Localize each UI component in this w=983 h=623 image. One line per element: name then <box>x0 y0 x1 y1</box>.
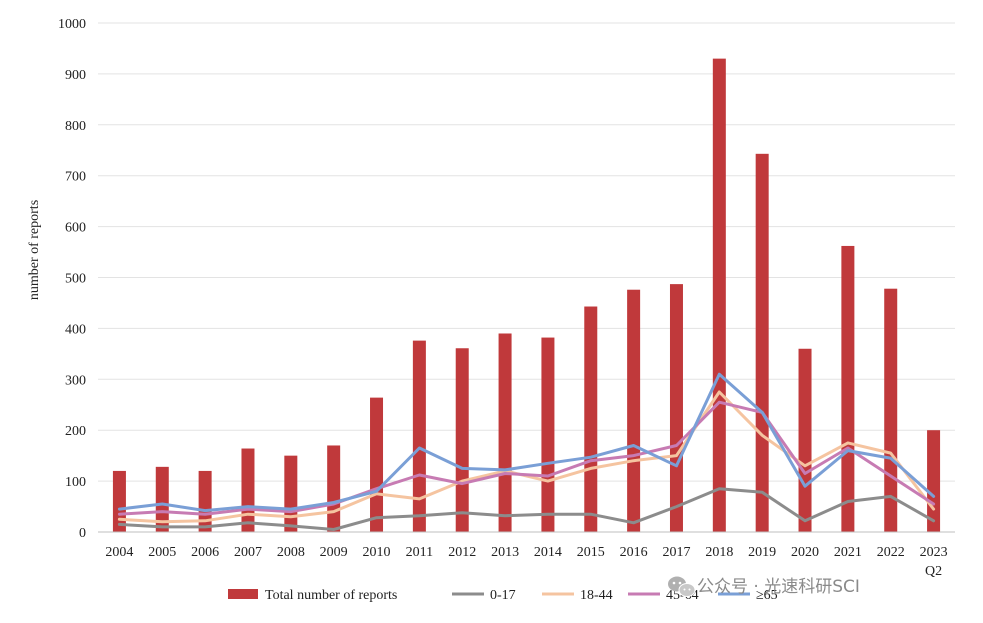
bar-2019 <box>755 153 769 533</box>
bar-2004 <box>112 470 126 532</box>
bar-2016 <box>627 289 641 532</box>
y-tick-label: 800 <box>65 119 86 134</box>
watermark: 公众号 · 光速科研SCI <box>668 576 860 597</box>
y-tick-label: 500 <box>65 272 86 287</box>
bar-2009 <box>327 445 341 532</box>
x-tick-label: 2018 <box>705 545 733 560</box>
legend-label-1: 18-44 <box>580 588 613 603</box>
x-tick-label: 2013 <box>491 545 519 560</box>
y-tick-label: 900 <box>65 68 86 83</box>
x-tick-sublabel: Q2 <box>925 564 942 579</box>
x-tick-label: 2015 <box>577 545 605 560</box>
line-series <box>117 372 936 531</box>
bar-2005 <box>155 466 169 532</box>
legend-label-0: 0-17 <box>490 588 516 603</box>
x-tick-label: 2005 <box>148 545 176 560</box>
line-series-3 <box>117 372 936 513</box>
bar-2018 <box>712 58 726 532</box>
y-tick-label: 300 <box>65 373 86 388</box>
legend-label-3: ≥65 <box>756 588 778 603</box>
line-series-0 <box>117 487 936 531</box>
x-tick-label: 2011 <box>406 545 433 560</box>
y-axis-label: number of reports <box>27 200 42 300</box>
x-tick-label: 2016 <box>620 545 648 560</box>
bar-2010 <box>370 397 384 532</box>
y-axis-ticks: 0 100 200 300 400 500 600 700 800 900 1000 <box>58 17 86 541</box>
x-tick-label: 2012 <box>448 545 476 560</box>
x-tick-label: 2014 <box>534 545 562 560</box>
bar-2022 <box>884 288 898 532</box>
x-tick-label: 2019 <box>748 545 776 560</box>
x-tick-label: 2009 <box>320 545 348 560</box>
y-tick-label: 0 <box>79 526 86 541</box>
legend-swatch-total <box>228 589 258 599</box>
x-tick-label: 2022 <box>877 545 905 560</box>
x-tick-label: 2006 <box>191 545 219 560</box>
x-tick-label: 2020 <box>791 545 819 560</box>
line-series-2 <box>117 400 936 516</box>
bar-series <box>112 58 941 533</box>
bar-2008 <box>284 455 298 532</box>
x-tick-label: 2023 <box>920 545 948 560</box>
gridlines <box>98 22 955 482</box>
bar-2014 <box>541 337 555 532</box>
y-tick-label: 400 <box>65 322 86 337</box>
bar-2015 <box>584 306 598 532</box>
x-tick-label: 2021 <box>834 545 862 560</box>
bar-2017 <box>669 284 683 532</box>
y-tick-label: 100 <box>65 475 86 490</box>
legend-label-total: Total number of reports <box>265 588 397 603</box>
y-tick-label: 700 <box>65 170 86 185</box>
x-tick-label: 2004 <box>105 545 133 560</box>
y-tick-label: 200 <box>65 424 86 439</box>
bar-2013 <box>498 333 512 532</box>
bar-2021 <box>841 245 855 532</box>
x-tick-label: 2010 <box>363 545 391 560</box>
x-tick-label: 2008 <box>277 545 305 560</box>
bar-2011 <box>412 340 426 532</box>
bar-2020 <box>798 348 812 532</box>
y-tick-label: 1000 <box>58 17 86 32</box>
x-tick-label: 2007 <box>234 545 262 560</box>
x-tick-label: 2017 <box>662 545 690 560</box>
wechat-icon <box>668 576 696 597</box>
bar-2006 <box>198 470 212 532</box>
bar-2007 <box>241 448 255 532</box>
x-axis-ticks: 2004 2005 2006 2007 2008 2009 2010 2011 2012 2013… <box>105 545 947 560</box>
bar-2012 <box>455 348 469 532</box>
watermark-text: 公众号 · 光速科研SCI <box>697 577 860 597</box>
y-tick-label: 600 <box>65 221 86 236</box>
